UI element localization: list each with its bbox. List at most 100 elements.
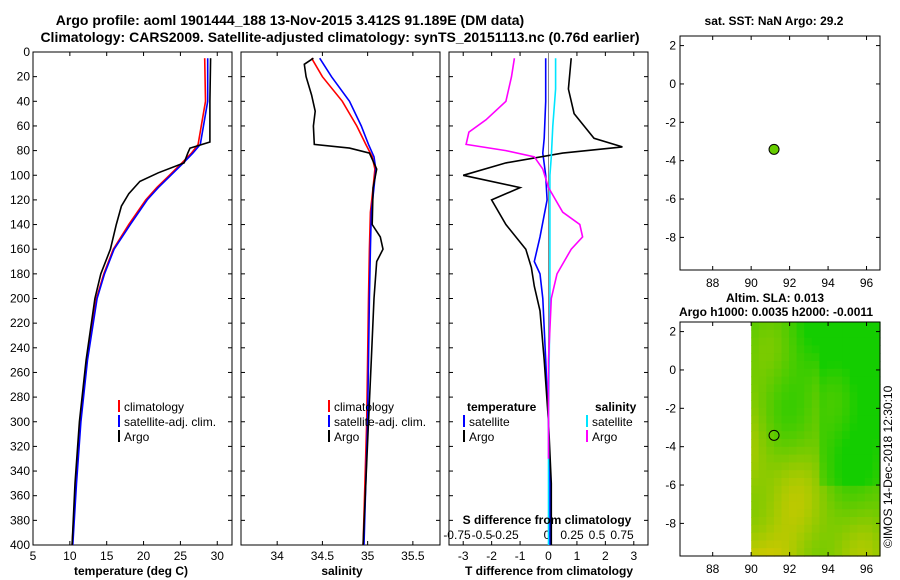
sla-cell bbox=[872, 368, 881, 378]
x-tick-label: 96 bbox=[860, 276, 874, 290]
sla-cell bbox=[758, 462, 767, 471]
sla-cell bbox=[804, 493, 813, 502]
sla-cell bbox=[804, 361, 813, 370]
x-tick-label: 96 bbox=[860, 562, 874, 576]
y-tick-label: 180 bbox=[10, 267, 30, 281]
y-tick-label: 2 bbox=[669, 39, 676, 53]
sla-cell bbox=[849, 462, 858, 471]
sla-cell bbox=[766, 454, 775, 463]
sla-cell bbox=[857, 384, 866, 393]
sla-cell bbox=[819, 470, 828, 479]
sla-cell bbox=[781, 423, 790, 432]
sla-cell bbox=[872, 376, 881, 385]
sla-cell bbox=[796, 407, 805, 417]
x-tick-label: 15 bbox=[100, 549, 114, 563]
top-x-tick-label: -0.5 bbox=[472, 528, 493, 542]
sla-cell bbox=[826, 407, 836, 417]
sla-cell bbox=[789, 407, 798, 417]
sla-cell bbox=[826, 337, 836, 346]
sla-cell bbox=[842, 540, 851, 549]
sla-cell bbox=[842, 353, 851, 362]
sla-cell bbox=[842, 384, 851, 393]
sla-cell bbox=[842, 446, 851, 456]
sla-cell bbox=[826, 353, 836, 362]
sla-cell bbox=[796, 439, 805, 448]
sla-cell bbox=[758, 368, 767, 378]
sla-cell bbox=[842, 509, 851, 518]
sla-cell bbox=[758, 400, 767, 409]
sla-cell bbox=[811, 329, 820, 339]
legend-satellite-adj: satellite-adj. clim. bbox=[124, 415, 216, 429]
temperature-x-label: temperature (deg C) bbox=[74, 564, 188, 578]
sla-cell bbox=[864, 493, 873, 502]
sla-cell bbox=[849, 439, 858, 448]
sla-cell bbox=[781, 376, 790, 385]
x-tick-label: 1 bbox=[574, 549, 581, 563]
sla-cell bbox=[811, 478, 820, 487]
sla-cell bbox=[857, 439, 866, 448]
sla-cell bbox=[819, 431, 828, 440]
sla-cell bbox=[857, 431, 866, 440]
sla-cell bbox=[758, 470, 767, 479]
sla-cell bbox=[751, 532, 760, 541]
sla-cell bbox=[849, 376, 858, 385]
sla-cell bbox=[857, 337, 866, 346]
x-tick-label: 5 bbox=[30, 549, 37, 563]
sla-cell bbox=[819, 423, 828, 432]
sla-cell bbox=[766, 509, 775, 518]
sla-cell bbox=[872, 509, 881, 518]
sla-cell bbox=[773, 478, 783, 487]
x-tick-label: 25 bbox=[174, 549, 188, 563]
sla-cell bbox=[766, 462, 775, 471]
legend-t-satellite: satellite bbox=[469, 415, 510, 429]
series-argo bbox=[303, 57, 384, 546]
sla-cell bbox=[857, 423, 866, 432]
sla-cell bbox=[811, 384, 820, 393]
top-x-tick-label: -0.25 bbox=[491, 528, 519, 542]
sla-cell bbox=[751, 485, 760, 495]
sla-cell bbox=[872, 345, 881, 354]
sla-cell bbox=[789, 329, 798, 339]
sla-cell bbox=[751, 517, 760, 526]
sla-cell bbox=[758, 407, 767, 417]
sla-cell bbox=[773, 337, 783, 346]
x-tick-label: 35 bbox=[361, 549, 375, 563]
sla-cell bbox=[842, 548, 851, 557]
sla-cell bbox=[857, 322, 866, 331]
y-tick-label: -4 bbox=[665, 154, 676, 168]
sla-cell bbox=[804, 329, 813, 339]
sla-cell bbox=[834, 540, 843, 549]
sla-cell bbox=[849, 400, 858, 409]
sla-cell bbox=[796, 517, 805, 526]
sla-cell bbox=[751, 337, 760, 346]
sla-cell bbox=[758, 415, 767, 424]
sla-cell bbox=[766, 540, 775, 549]
sla-cell bbox=[804, 353, 813, 362]
sla-cell bbox=[849, 407, 858, 417]
sla-cell bbox=[834, 407, 843, 417]
sla-cell bbox=[811, 485, 820, 495]
sla-cell bbox=[864, 376, 873, 385]
x-tick-label: 30 bbox=[211, 549, 225, 563]
sla-cell bbox=[826, 423, 836, 432]
sla-cell bbox=[826, 431, 836, 440]
sla-cell bbox=[864, 470, 873, 479]
sla-cell bbox=[781, 524, 790, 534]
sla-cell bbox=[834, 509, 843, 518]
sla-cell bbox=[804, 337, 813, 346]
sla-cell bbox=[766, 478, 775, 487]
sla-cell bbox=[796, 478, 805, 487]
sla-cell bbox=[842, 423, 851, 432]
sla-cell bbox=[842, 485, 851, 495]
y-tick-label: 400 bbox=[10, 538, 30, 552]
sla-cell bbox=[773, 439, 783, 448]
sla-cell bbox=[857, 548, 866, 557]
sla-cell bbox=[781, 353, 790, 362]
sla-cell bbox=[834, 337, 843, 346]
x-tick-label: 0 bbox=[545, 549, 552, 563]
sla-cell bbox=[857, 509, 866, 518]
sla-cell bbox=[849, 485, 858, 495]
sla-cell bbox=[766, 392, 775, 401]
sla-cell bbox=[826, 345, 836, 354]
sla-cell bbox=[849, 532, 858, 541]
